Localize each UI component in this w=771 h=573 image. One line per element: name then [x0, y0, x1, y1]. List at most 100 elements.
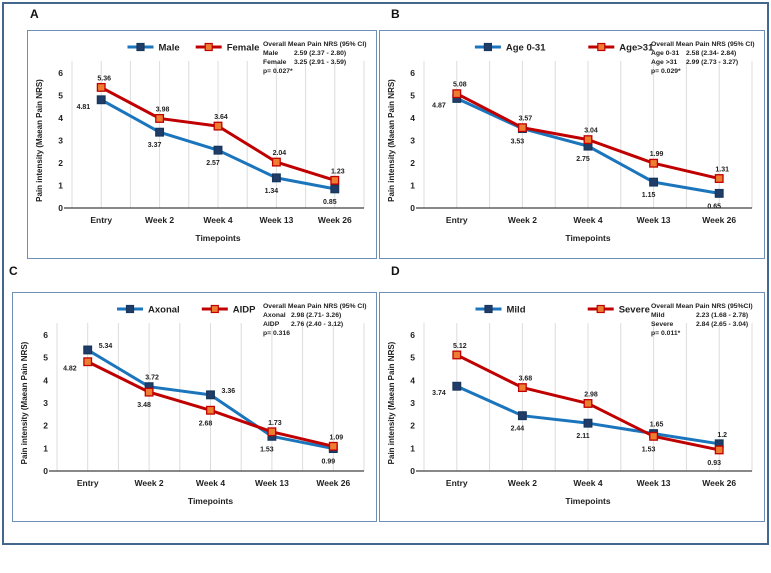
- y-axis-title: Pain intensity (Maean Pain NRS): [387, 79, 396, 202]
- svg-text:Male: Male: [159, 43, 180, 54]
- svg-text:Overall Mean Pain NRS (95%CI): Overall Mean Pain NRS (95%CI): [651, 303, 753, 310]
- svg-text:3.53: 3.53: [511, 139, 525, 146]
- svg-text:Week 2: Week 2: [508, 215, 537, 225]
- svg-text:6: 6: [410, 330, 415, 340]
- svg-text:2.44: 2.44: [511, 426, 525, 433]
- svg-text:1.2: 1.2: [717, 432, 727, 439]
- svg-text:2.68: 2.68: [199, 420, 213, 427]
- chart-panel-a: 0 1 2 3 4 5 6 Entry Week 2 Week 4 Week 13 Week 26 Ti…: [27, 30, 377, 259]
- annotation-box: Overall Mean Pain NRS (95% CI) Male 2.59 (…: [263, 41, 367, 75]
- svg-text:4: 4: [410, 375, 415, 385]
- svg-text:Age 0-31: Age 0-31: [506, 43, 546, 54]
- svg-text:Week 26: Week 26: [702, 215, 736, 225]
- svg-text:Week 2: Week 2: [135, 478, 164, 488]
- svg-text:Overall Mean Pain NRS (95% CI): Overall Mean Pain NRS (95% CI): [263, 303, 367, 310]
- svg-text:Week 2: Week 2: [145, 215, 174, 225]
- svg-text:p= 0.029*: p= 0.029*: [651, 68, 681, 75]
- y-tick-labels: 0 1 2 3 4 5 6: [410, 68, 415, 213]
- svg-text:Entry: Entry: [446, 215, 468, 225]
- svg-text:p= 0.011*: p= 0.011*: [651, 330, 681, 337]
- svg-text:5.34: 5.34: [99, 343, 113, 350]
- data-labels: 5.12 3.68 2.98 1.53 0.93: [453, 343, 721, 467]
- panel-label-b: B: [391, 7, 400, 21]
- figure-frame: A B C D 0 1 2 3 4 5 6 Entry Week 2 Week 4 Week 13 W…: [2, 2, 769, 545]
- svg-text:1.15: 1.15: [642, 192, 656, 199]
- legend: Axonal AIDP: [117, 305, 256, 316]
- svg-text:3: 3: [58, 136, 63, 146]
- svg-text:0: 0: [410, 466, 415, 476]
- chart-panel-c: 0 1 2 3 4 5 6 Entry Week 2 Week 4 Week 13 Week 26 Ti…: [12, 292, 377, 522]
- y-axis-title: Pain intensity (Maean Pain NRS): [20, 341, 29, 464]
- svg-text:0: 0: [43, 466, 48, 476]
- svg-text:2: 2: [43, 421, 48, 431]
- svg-text:Overall Mean Pain NRS (95% CI): Overall Mean Pain NRS (95% CI): [263, 41, 367, 48]
- x-tick-labels: Entry Week 2 Week 4 Week 13 Week 26: [90, 215, 352, 225]
- svg-text:Week 4: Week 4: [573, 478, 602, 488]
- svg-text:1.34: 1.34: [265, 188, 279, 195]
- svg-text:1: 1: [410, 181, 415, 191]
- svg-text:Week 2: Week 2: [508, 478, 537, 488]
- chart-svg: 0 1 2 3 4 5 6 Entry Week 2 Week 4 Week 13 Week 26 Ti…: [20, 303, 367, 506]
- svg-text:1.99: 1.99: [650, 151, 664, 158]
- svg-text:2: 2: [58, 158, 63, 168]
- data-labels: 4.82 3.48 2.68 1.73 1.09: [63, 366, 343, 442]
- svg-text:2: 2: [410, 158, 415, 168]
- svg-text:Week 13: Week 13: [637, 478, 671, 488]
- svg-text:Female: Female: [227, 43, 260, 54]
- data-labels: 5.34 3.72 3.36 1.53 0.99: [99, 343, 336, 466]
- annotation-box: Overall Mean Pain NRS (95%CI) Mild 2.23 (1…: [651, 303, 753, 337]
- chart-svg: 0 1 2 3 4 5 6 Entry Week 2 Week 4 Week 13 Week 26 Ti…: [35, 41, 367, 243]
- svg-text:Week 26: Week 26: [318, 215, 352, 225]
- svg-text:Week 26: Week 26: [702, 478, 736, 488]
- svg-text:5.36: 5.36: [97, 75, 111, 82]
- data-labels: 3.74 2.44 2.11 1.65 1.2: [432, 390, 727, 440]
- svg-text:1: 1: [43, 443, 48, 453]
- svg-text:1.53: 1.53: [260, 446, 274, 453]
- annotation-box: Overall Mean Pain NRS (95% CI) Age 0-31 2.…: [651, 41, 755, 75]
- chart-panel-d: 0 1 2 3 4 5 6 Entry Week 2 Week 4 Week 13 Week 26 Ti…: [379, 292, 765, 522]
- svg-text:4.82: 4.82: [63, 366, 77, 373]
- svg-text:6: 6: [410, 68, 415, 78]
- svg-text:3: 3: [410, 136, 415, 146]
- svg-text:0.85: 0.85: [323, 199, 337, 206]
- y-axis-title: Pain intensity (Maean Pain NRS): [387, 341, 396, 464]
- svg-text:Week 4: Week 4: [203, 215, 232, 225]
- series-markers: [96, 82, 340, 185]
- svg-text:3.57: 3.57: [519, 116, 533, 123]
- svg-text:6: 6: [43, 330, 48, 340]
- panel-label-d: D: [391, 264, 400, 278]
- y-tick-labels: 0 1 2 3 4 5 6: [410, 330, 415, 476]
- series-markers: [83, 357, 338, 451]
- svg-text:p= 0.316: p= 0.316: [263, 330, 290, 337]
- legend: Age 0-31 Age>31: [474, 43, 654, 54]
- x-tick-labels: Entry Week 2 Week 4 Week 13 Week 26: [77, 478, 351, 488]
- y-tick-labels: 0 1 2 3 4 5 6: [58, 68, 63, 213]
- x-axis-title: Timepoints: [195, 233, 240, 243]
- svg-text:2.75: 2.75: [576, 156, 590, 163]
- svg-text:Week 4: Week 4: [196, 478, 225, 488]
- svg-text:Week 13: Week 13: [637, 215, 671, 225]
- svg-text:3.36: 3.36: [222, 388, 236, 395]
- svg-text:Severe: Severe: [619, 305, 650, 316]
- x-tick-labels: Entry Week 2 Week 4 Week 13 Week 26: [446, 478, 736, 488]
- chart-svg: 0 1 2 3 4 5 6 Entry Week 2 Week 4 Week 13 Week 26 Ti…: [387, 41, 755, 243]
- svg-text:Entry: Entry: [446, 478, 468, 488]
- svg-text:3.74: 3.74: [432, 390, 446, 397]
- svg-text:1.73: 1.73: [268, 420, 282, 427]
- svg-text:2.57: 2.57: [206, 160, 220, 167]
- data-labels: 5.08 3.57 3.04 1.99 1.31: [453, 82, 729, 174]
- y-tick-labels: 0 1 2 3 4 5 6: [43, 330, 48, 476]
- svg-text:3.37: 3.37: [148, 142, 162, 149]
- chart-svg: 0 1 2 3 4 5 6 Entry Week 2 Week 4 Week 13 Week 26 Ti…: [387, 303, 753, 506]
- svg-text:3: 3: [43, 398, 48, 408]
- svg-text:1.53: 1.53: [642, 446, 656, 453]
- panel-label-c: C: [9, 264, 18, 278]
- svg-text:5: 5: [58, 91, 63, 101]
- svg-text:3.72: 3.72: [145, 375, 159, 382]
